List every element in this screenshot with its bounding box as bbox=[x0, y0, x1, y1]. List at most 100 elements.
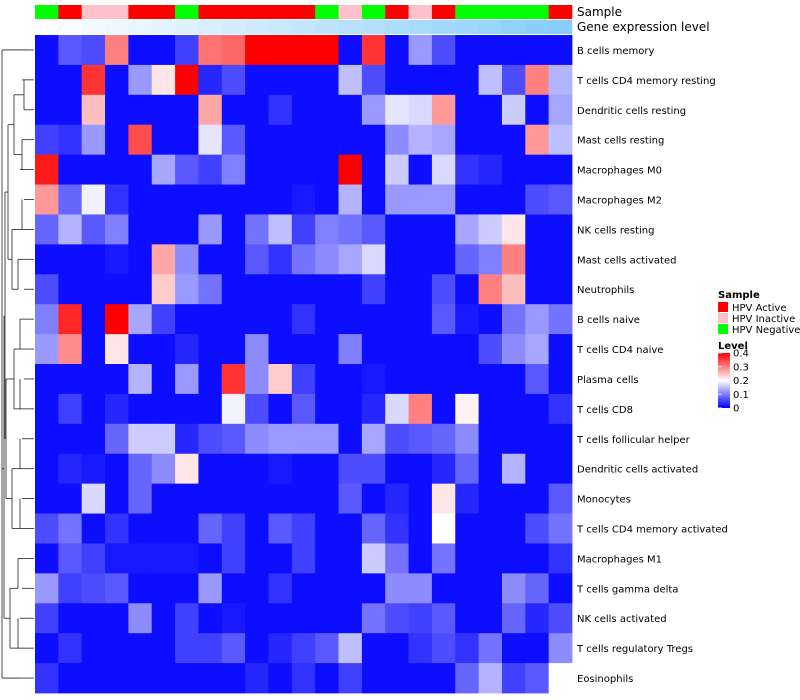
heatmap-cell bbox=[501, 453, 526, 485]
heatmap-cell bbox=[128, 663, 153, 694]
sample-annotation-cell bbox=[478, 5, 503, 19]
heatmap-cell bbox=[338, 184, 363, 215]
heatmap-cell bbox=[338, 35, 363, 66]
heatmap-cell bbox=[548, 483, 573, 514]
heatmap-cell bbox=[338, 573, 363, 604]
heatmap-cell bbox=[291, 154, 316, 185]
heatmap-cell bbox=[35, 124, 59, 156]
heatmap-cell bbox=[291, 483, 316, 514]
sample-annotation-cell bbox=[455, 5, 479, 19]
heatmap-cell bbox=[525, 603, 550, 634]
heatmap-cell bbox=[81, 543, 106, 574]
expression-annotation-cell bbox=[58, 20, 82, 34]
heatmap-cell bbox=[361, 94, 386, 126]
heatmap-cell bbox=[455, 124, 480, 156]
heatmap-cell bbox=[501, 214, 526, 245]
heatmap-cell bbox=[81, 513, 106, 544]
heatmap-cell bbox=[501, 274, 526, 305]
heatmap-cell bbox=[81, 633, 106, 664]
heatmap-cell bbox=[525, 304, 550, 335]
heatmap-cell bbox=[268, 94, 293, 126]
heatmap-cell bbox=[315, 94, 339, 126]
row-label: Monocytes bbox=[577, 495, 631, 506]
heatmap-cell bbox=[338, 663, 363, 694]
heatmap-cell bbox=[268, 573, 293, 604]
heatmap-cell bbox=[81, 94, 106, 126]
heatmap-cell bbox=[478, 214, 503, 245]
heatmap-cell bbox=[548, 274, 573, 305]
heatmap-cell bbox=[501, 154, 526, 185]
heatmap-cell bbox=[35, 513, 59, 544]
row-label: Dendritic cells activated bbox=[577, 465, 698, 476]
heatmap-cell bbox=[361, 423, 386, 455]
heatmap-cell bbox=[478, 184, 503, 215]
heatmap-cell bbox=[431, 513, 456, 544]
heatmap-cell bbox=[361, 64, 386, 96]
heatmap-cell bbox=[198, 35, 223, 66]
sample-annotation-label: Sample bbox=[577, 5, 622, 19]
heatmap-cell bbox=[175, 154, 199, 185]
heatmap-cell bbox=[198, 423, 223, 455]
heatmap-cell bbox=[408, 423, 433, 455]
heatmap-cell bbox=[291, 214, 316, 245]
sample-annotation-cell bbox=[315, 5, 339, 19]
heatmap-cell bbox=[408, 633, 433, 664]
row-label: Eosinophils bbox=[577, 674, 633, 685]
heatmap-cell bbox=[455, 543, 480, 574]
heatmap-cell bbox=[315, 244, 339, 275]
heatmap-cell bbox=[455, 334, 480, 365]
heatmap-cell bbox=[548, 513, 573, 544]
heatmap-cell bbox=[361, 334, 386, 365]
heatmap-cell bbox=[501, 423, 526, 455]
heatmap-cell bbox=[478, 94, 503, 126]
sample-annotation-cell bbox=[81, 5, 106, 19]
heatmap-cell bbox=[291, 124, 316, 156]
heatmap-cell bbox=[548, 154, 573, 185]
heatmap-cell bbox=[338, 633, 363, 664]
heatmap-cell bbox=[408, 154, 433, 185]
heatmap-cell bbox=[105, 304, 129, 335]
heatmap-cell bbox=[198, 124, 223, 156]
heatmap-cell bbox=[315, 543, 339, 574]
heatmap-cell bbox=[338, 124, 363, 156]
heatmap-cell bbox=[548, 124, 573, 156]
heatmap-cell bbox=[58, 633, 83, 664]
heatmap-cell bbox=[151, 64, 176, 96]
heatmap-cell bbox=[58, 364, 83, 395]
heatmap-cell bbox=[315, 154, 339, 185]
heatmap-cell bbox=[245, 603, 269, 634]
heatmap-cell bbox=[291, 633, 316, 664]
heatmap-cell bbox=[35, 184, 59, 215]
heatmap-cell bbox=[385, 274, 409, 305]
heatmap-cell bbox=[478, 154, 503, 185]
heatmap-cell bbox=[151, 543, 176, 574]
expression-annotation-cell bbox=[81, 20, 106, 34]
heatmap-cell bbox=[431, 184, 456, 215]
heatmap-cell bbox=[105, 214, 129, 245]
expression-annotation-bar bbox=[35, 20, 573, 34]
heatmap-cell bbox=[81, 64, 106, 96]
heatmap-cell bbox=[385, 393, 409, 425]
heatmap-cell bbox=[455, 483, 480, 514]
heatmap-cell bbox=[455, 633, 480, 664]
heatmap-cell bbox=[105, 393, 129, 425]
heatmap-cell bbox=[198, 184, 223, 215]
heatmap-cell bbox=[291, 244, 316, 275]
heatmap-cell bbox=[525, 184, 550, 215]
heatmap-cell bbox=[361, 304, 386, 335]
heatmap-cell bbox=[245, 453, 269, 485]
row-label: T cells CD4 memory activated bbox=[576, 525, 728, 536]
heatmap-cell bbox=[455, 64, 480, 96]
heatmap-cell bbox=[35, 304, 59, 335]
heatmap-cell bbox=[198, 603, 223, 634]
heatmap-cell bbox=[501, 633, 526, 664]
heatmap-cell bbox=[175, 513, 199, 544]
heatmap-cell bbox=[58, 603, 83, 634]
heatmap-cell bbox=[58, 543, 83, 574]
heatmap-cell bbox=[408, 334, 433, 365]
heatmap-cell bbox=[315, 364, 339, 395]
heatmap-cell bbox=[221, 304, 246, 335]
heatmap-cell bbox=[385, 364, 409, 395]
heatmap-cell bbox=[268, 304, 293, 335]
heatmap-cell bbox=[431, 274, 456, 305]
